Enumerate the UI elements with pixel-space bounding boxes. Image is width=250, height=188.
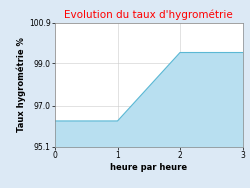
Y-axis label: Taux hygrométrie %: Taux hygrométrie % bbox=[17, 37, 26, 132]
X-axis label: heure par heure: heure par heure bbox=[110, 163, 187, 172]
Title: Evolution du taux d'hygrométrie: Evolution du taux d'hygrométrie bbox=[64, 10, 233, 20]
